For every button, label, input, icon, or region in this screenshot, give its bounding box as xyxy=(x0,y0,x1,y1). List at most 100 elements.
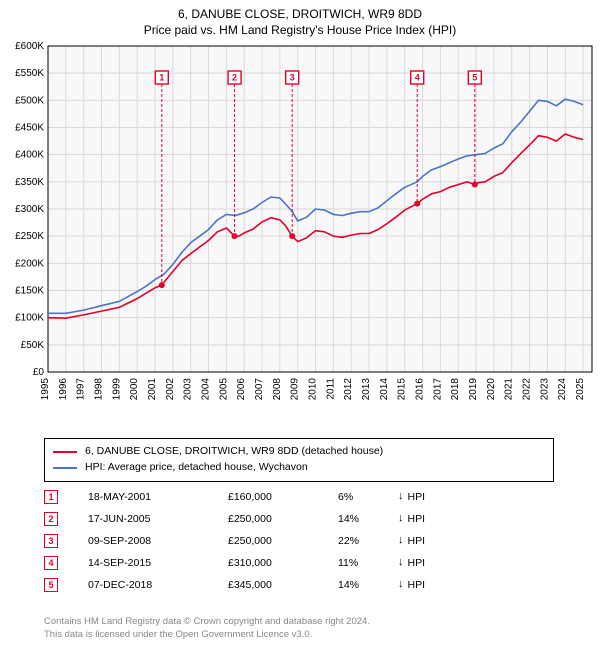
transaction-pct: 14% xyxy=(338,579,398,591)
arrow-down-icon: ↓ xyxy=(398,512,404,524)
transaction-row: 3 09-SEP-2008£250,00022%↓ HPI xyxy=(44,530,425,552)
svg-text:2010: 2010 xyxy=(308,378,319,401)
svg-text:1998: 1998 xyxy=(94,378,105,401)
legend-item: 6, DANUBE CLOSE, DROITWICH, WR9 8DD (det… xyxy=(53,444,545,460)
arrow-down-icon: ↓ xyxy=(398,578,404,590)
svg-text:2016: 2016 xyxy=(415,378,426,401)
title-line1: 6, DANUBE CLOSE, DROITWICH, WR9 8DD xyxy=(0,6,600,22)
svg-text:£100K: £100K xyxy=(15,313,44,324)
transaction-price: £250,000 xyxy=(228,535,338,547)
svg-text:2017: 2017 xyxy=(432,378,443,401)
svg-text:2007: 2007 xyxy=(254,378,265,401)
transaction-marker-box: 4 xyxy=(44,556,58,570)
transaction-suffix: HPI xyxy=(408,557,426,569)
svg-text:4: 4 xyxy=(415,73,420,83)
chart-title: 6, DANUBE CLOSE, DROITWICH, WR9 8DD Pric… xyxy=(0,0,600,38)
svg-text:2024: 2024 xyxy=(557,378,568,401)
svg-text:2004: 2004 xyxy=(201,378,212,401)
svg-text:2001: 2001 xyxy=(147,378,158,401)
svg-text:£600K: £600K xyxy=(15,41,44,52)
transaction-marker-box: 3 xyxy=(44,534,58,548)
svg-text:2008: 2008 xyxy=(272,378,283,401)
transaction-price: £160,000 xyxy=(228,491,338,503)
svg-text:2006: 2006 xyxy=(236,378,247,401)
arrow-down-icon: ↓ xyxy=(398,490,404,502)
svg-text:1999: 1999 xyxy=(111,378,122,401)
transaction-pct: 6% xyxy=(338,491,398,503)
svg-text:2012: 2012 xyxy=(343,378,354,401)
transaction-price: £250,000 xyxy=(228,513,338,525)
svg-text:£450K: £450K xyxy=(15,123,44,134)
transaction-suffix: HPI xyxy=(408,513,426,525)
transaction-pct: 22% xyxy=(338,535,398,547)
svg-text:1995: 1995 xyxy=(40,378,51,401)
svg-text:2022: 2022 xyxy=(522,378,533,401)
transaction-date: 18-MAY-2001 xyxy=(88,491,228,503)
svg-text:£0: £0 xyxy=(33,367,45,378)
transaction-pct: 11% xyxy=(338,557,398,569)
chart-area: £0 £50K £100K £150K £200K £250K £300K £350K £400… xyxy=(0,40,600,420)
svg-text:2018: 2018 xyxy=(450,378,461,401)
arrow-down-icon: ↓ xyxy=(398,534,404,546)
svg-text:1: 1 xyxy=(159,73,164,83)
transactions-table: 118-MAY-2001£160,0006%↓HPI217-JUN-2005£2… xyxy=(44,486,425,596)
svg-text:2019: 2019 xyxy=(468,378,479,401)
transaction-date: 09-SEP-2008 xyxy=(88,535,228,547)
svg-text:2021: 2021 xyxy=(504,378,515,401)
footer-attribution: Contains HM Land Registry data © Crown c… xyxy=(44,616,370,642)
transaction-pct: 14% xyxy=(338,513,398,525)
footer-line1: Contains HM Land Registry data © Crown c… xyxy=(44,616,370,629)
line-chart: £0 £50K £100K £150K £200K £250K £300K £350K £400… xyxy=(0,40,600,420)
svg-text:1997: 1997 xyxy=(76,378,87,401)
transaction-date: 17-JUN-2005 xyxy=(88,513,228,525)
svg-text:£50K: £50K xyxy=(21,340,45,351)
transaction-marker-box: 5 xyxy=(44,578,58,592)
legend-swatch xyxy=(53,467,77,469)
svg-text:£300K: £300K xyxy=(15,204,44,215)
transaction-suffix: HPI xyxy=(408,579,426,591)
svg-text:2013: 2013 xyxy=(361,378,372,401)
svg-text:£200K: £200K xyxy=(15,258,44,269)
legend-label: 6, DANUBE CLOSE, DROITWICH, WR9 8DD (det… xyxy=(85,444,383,460)
transaction-price: £345,000 xyxy=(228,579,338,591)
footer-line2: This data is licensed under the Open Gov… xyxy=(44,629,370,642)
svg-text:£250K: £250K xyxy=(15,231,44,242)
transaction-row: 2 17-JUN-2005£250,00014%↓ HPI xyxy=(44,508,425,530)
transaction-date: 07-DEC-2018 xyxy=(88,579,228,591)
svg-text:2000: 2000 xyxy=(129,378,140,401)
arrow-down-icon: ↓ xyxy=(398,556,404,568)
svg-text:2025: 2025 xyxy=(575,378,586,401)
svg-text:£550K: £550K xyxy=(15,68,44,79)
legend: 6, DANUBE CLOSE, DROITWICH, WR9 8DD (det… xyxy=(44,438,554,482)
legend-swatch xyxy=(53,451,77,453)
title-line2: Price paid vs. HM Land Registry's House … xyxy=(0,22,600,38)
legend-item: HPI: Average price, detached house, Wych… xyxy=(53,460,545,476)
legend-label: HPI: Average price, detached house, Wych… xyxy=(85,460,308,476)
svg-text:2015: 2015 xyxy=(397,378,408,401)
svg-text:2002: 2002 xyxy=(165,378,176,401)
transaction-suffix: HPI xyxy=(408,535,426,547)
svg-text:2009: 2009 xyxy=(290,378,301,401)
transaction-marker-box: 1 xyxy=(44,490,58,504)
svg-text:5: 5 xyxy=(472,73,477,83)
svg-text:£350K: £350K xyxy=(15,177,44,188)
svg-text:2023: 2023 xyxy=(539,378,550,401)
transaction-row: 1 18-MAY-2001£160,0006%↓ HPI xyxy=(44,486,425,508)
svg-text:2003: 2003 xyxy=(183,378,194,401)
svg-text:£400K: £400K xyxy=(15,150,44,161)
svg-text:2005: 2005 xyxy=(218,378,229,401)
transaction-marker-box: 2 xyxy=(44,512,58,526)
svg-text:2011: 2011 xyxy=(325,378,336,400)
svg-text:2020: 2020 xyxy=(486,378,497,401)
transaction-row: 4 14-SEP-2015£310,00011%↓ HPI xyxy=(44,552,425,574)
svg-text:1996: 1996 xyxy=(58,378,69,401)
svg-text:2: 2 xyxy=(232,73,237,83)
transaction-suffix: HPI xyxy=(408,491,426,503)
svg-text:3: 3 xyxy=(290,73,295,83)
svg-text:£150K: £150K xyxy=(15,286,44,297)
transaction-price: £310,000 xyxy=(228,557,338,569)
svg-text:2014: 2014 xyxy=(379,378,390,401)
transaction-row: 5 07-DEC-2018£345,00014%↓ HPI xyxy=(44,574,425,596)
transaction-date: 14-SEP-2015 xyxy=(88,557,228,569)
svg-text:£500K: £500K xyxy=(15,95,44,106)
